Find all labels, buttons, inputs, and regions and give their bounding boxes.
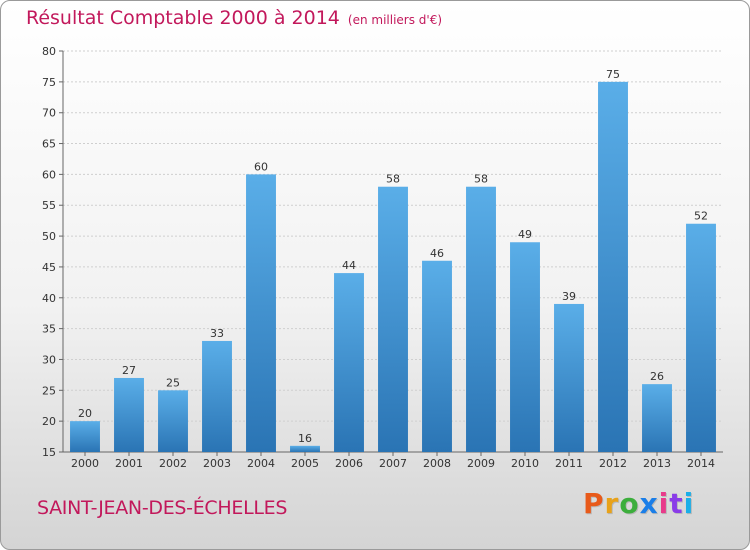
chart-title-text: Résultat Comptable 2000 à 2014 (26, 7, 340, 29)
data-label-2006: 44 (342, 259, 356, 272)
x-tick-label-2001: 2001 (115, 457, 143, 470)
y-tick-label: 45 (42, 261, 56, 274)
chart-title: Résultat Comptable 2000 à 2014 (en millie… (26, 7, 442, 29)
y-tick-label: 50 (42, 230, 56, 243)
bar-2001 (114, 377, 144, 452)
logo-letter: i (683, 487, 695, 520)
data-label-2002: 25 (166, 376, 180, 389)
x-tick-label-2012: 2012 (599, 457, 627, 470)
y-tick-label: 75 (42, 76, 56, 89)
y-tick-label: 35 (42, 323, 56, 336)
bar-2004 (246, 174, 276, 452)
y-tick-label: 60 (42, 168, 56, 181)
logo-letter: i (658, 487, 670, 520)
data-label-2007: 58 (386, 173, 400, 186)
y-tick-label: 25 (42, 384, 56, 397)
x-tick-label-2013: 2013 (643, 457, 671, 470)
data-label-2004: 60 (254, 160, 268, 173)
data-label-2000: 20 (78, 407, 92, 420)
data-label-2005: 16 (298, 432, 312, 445)
bar-2003 (202, 340, 232, 452)
x-tick-label-2011: 2011 (555, 457, 583, 470)
bar-2014 (686, 223, 716, 452)
logo-letter: t (669, 487, 684, 520)
bar-2006 (334, 273, 364, 452)
chart-subtitle: (en milliers d'€) (347, 13, 443, 27)
data-label-2013: 26 (650, 370, 664, 383)
x-tick-label-2009: 2009 (467, 457, 495, 470)
data-labels: 20 27 25 33 60 16 44 58 46 58 49 39 75 26 52 (78, 68, 708, 445)
x-tick-label-2008: 2008 (423, 457, 451, 470)
bar-2009 (466, 186, 496, 452)
y-tick-label: 55 (42, 199, 56, 212)
x-tick-label-2007: 2007 (379, 457, 407, 470)
bar-2005 (290, 445, 320, 452)
x-tick-label-2003: 2003 (203, 457, 231, 470)
y-tick-label: 30 (42, 353, 56, 366)
bar-2013 (642, 384, 672, 452)
data-label-2014: 52 (694, 210, 708, 223)
bars (70, 81, 716, 452)
y-tick-label: 20 (42, 415, 56, 428)
bar-2007 (378, 186, 408, 452)
x-tick-label-2006: 2006 (335, 457, 363, 470)
bar-2010 (510, 242, 540, 452)
logo-letter: o (619, 487, 640, 520)
x-tick-label-2004: 2004 (247, 457, 275, 470)
data-label-2001: 27 (122, 364, 136, 377)
x-tick-label-2005: 2005 (291, 457, 319, 470)
logo-letter: r (604, 487, 620, 520)
commune-name: SAINT-JEAN-DES-ÉCHELLES (37, 497, 288, 519)
y-tick-label: 65 (42, 138, 56, 151)
data-label-2008: 46 (430, 247, 444, 260)
data-label-2012: 75 (606, 68, 620, 81)
logo-letter: P (583, 487, 605, 520)
bar-2011 (554, 303, 584, 452)
x-tick-label-2000: 2000 (71, 457, 99, 470)
y-tick-label: 40 (42, 292, 56, 305)
bar-2012 (598, 81, 628, 452)
bar-2002 (158, 390, 188, 452)
bar-2008 (422, 260, 452, 452)
data-label-2010: 49 (518, 228, 532, 241)
x-tick-label-2002: 2002 (159, 457, 187, 470)
data-label-2011: 39 (562, 290, 576, 303)
bar-2000 (70, 421, 100, 452)
data-label-2009: 58 (474, 173, 488, 186)
x-tick-label-2010: 2010 (511, 457, 539, 470)
x-tick-label-2014: 2014 (687, 457, 715, 470)
proxiti-logo[interactable]: Proxiti (583, 487, 694, 520)
y-tick-label: 70 (42, 107, 56, 120)
logo-letter: x (639, 487, 659, 520)
data-label-2003: 33 (210, 327, 224, 340)
y-tick-label: 80 (42, 45, 56, 58)
y-tick-label: 15 (42, 446, 56, 459)
